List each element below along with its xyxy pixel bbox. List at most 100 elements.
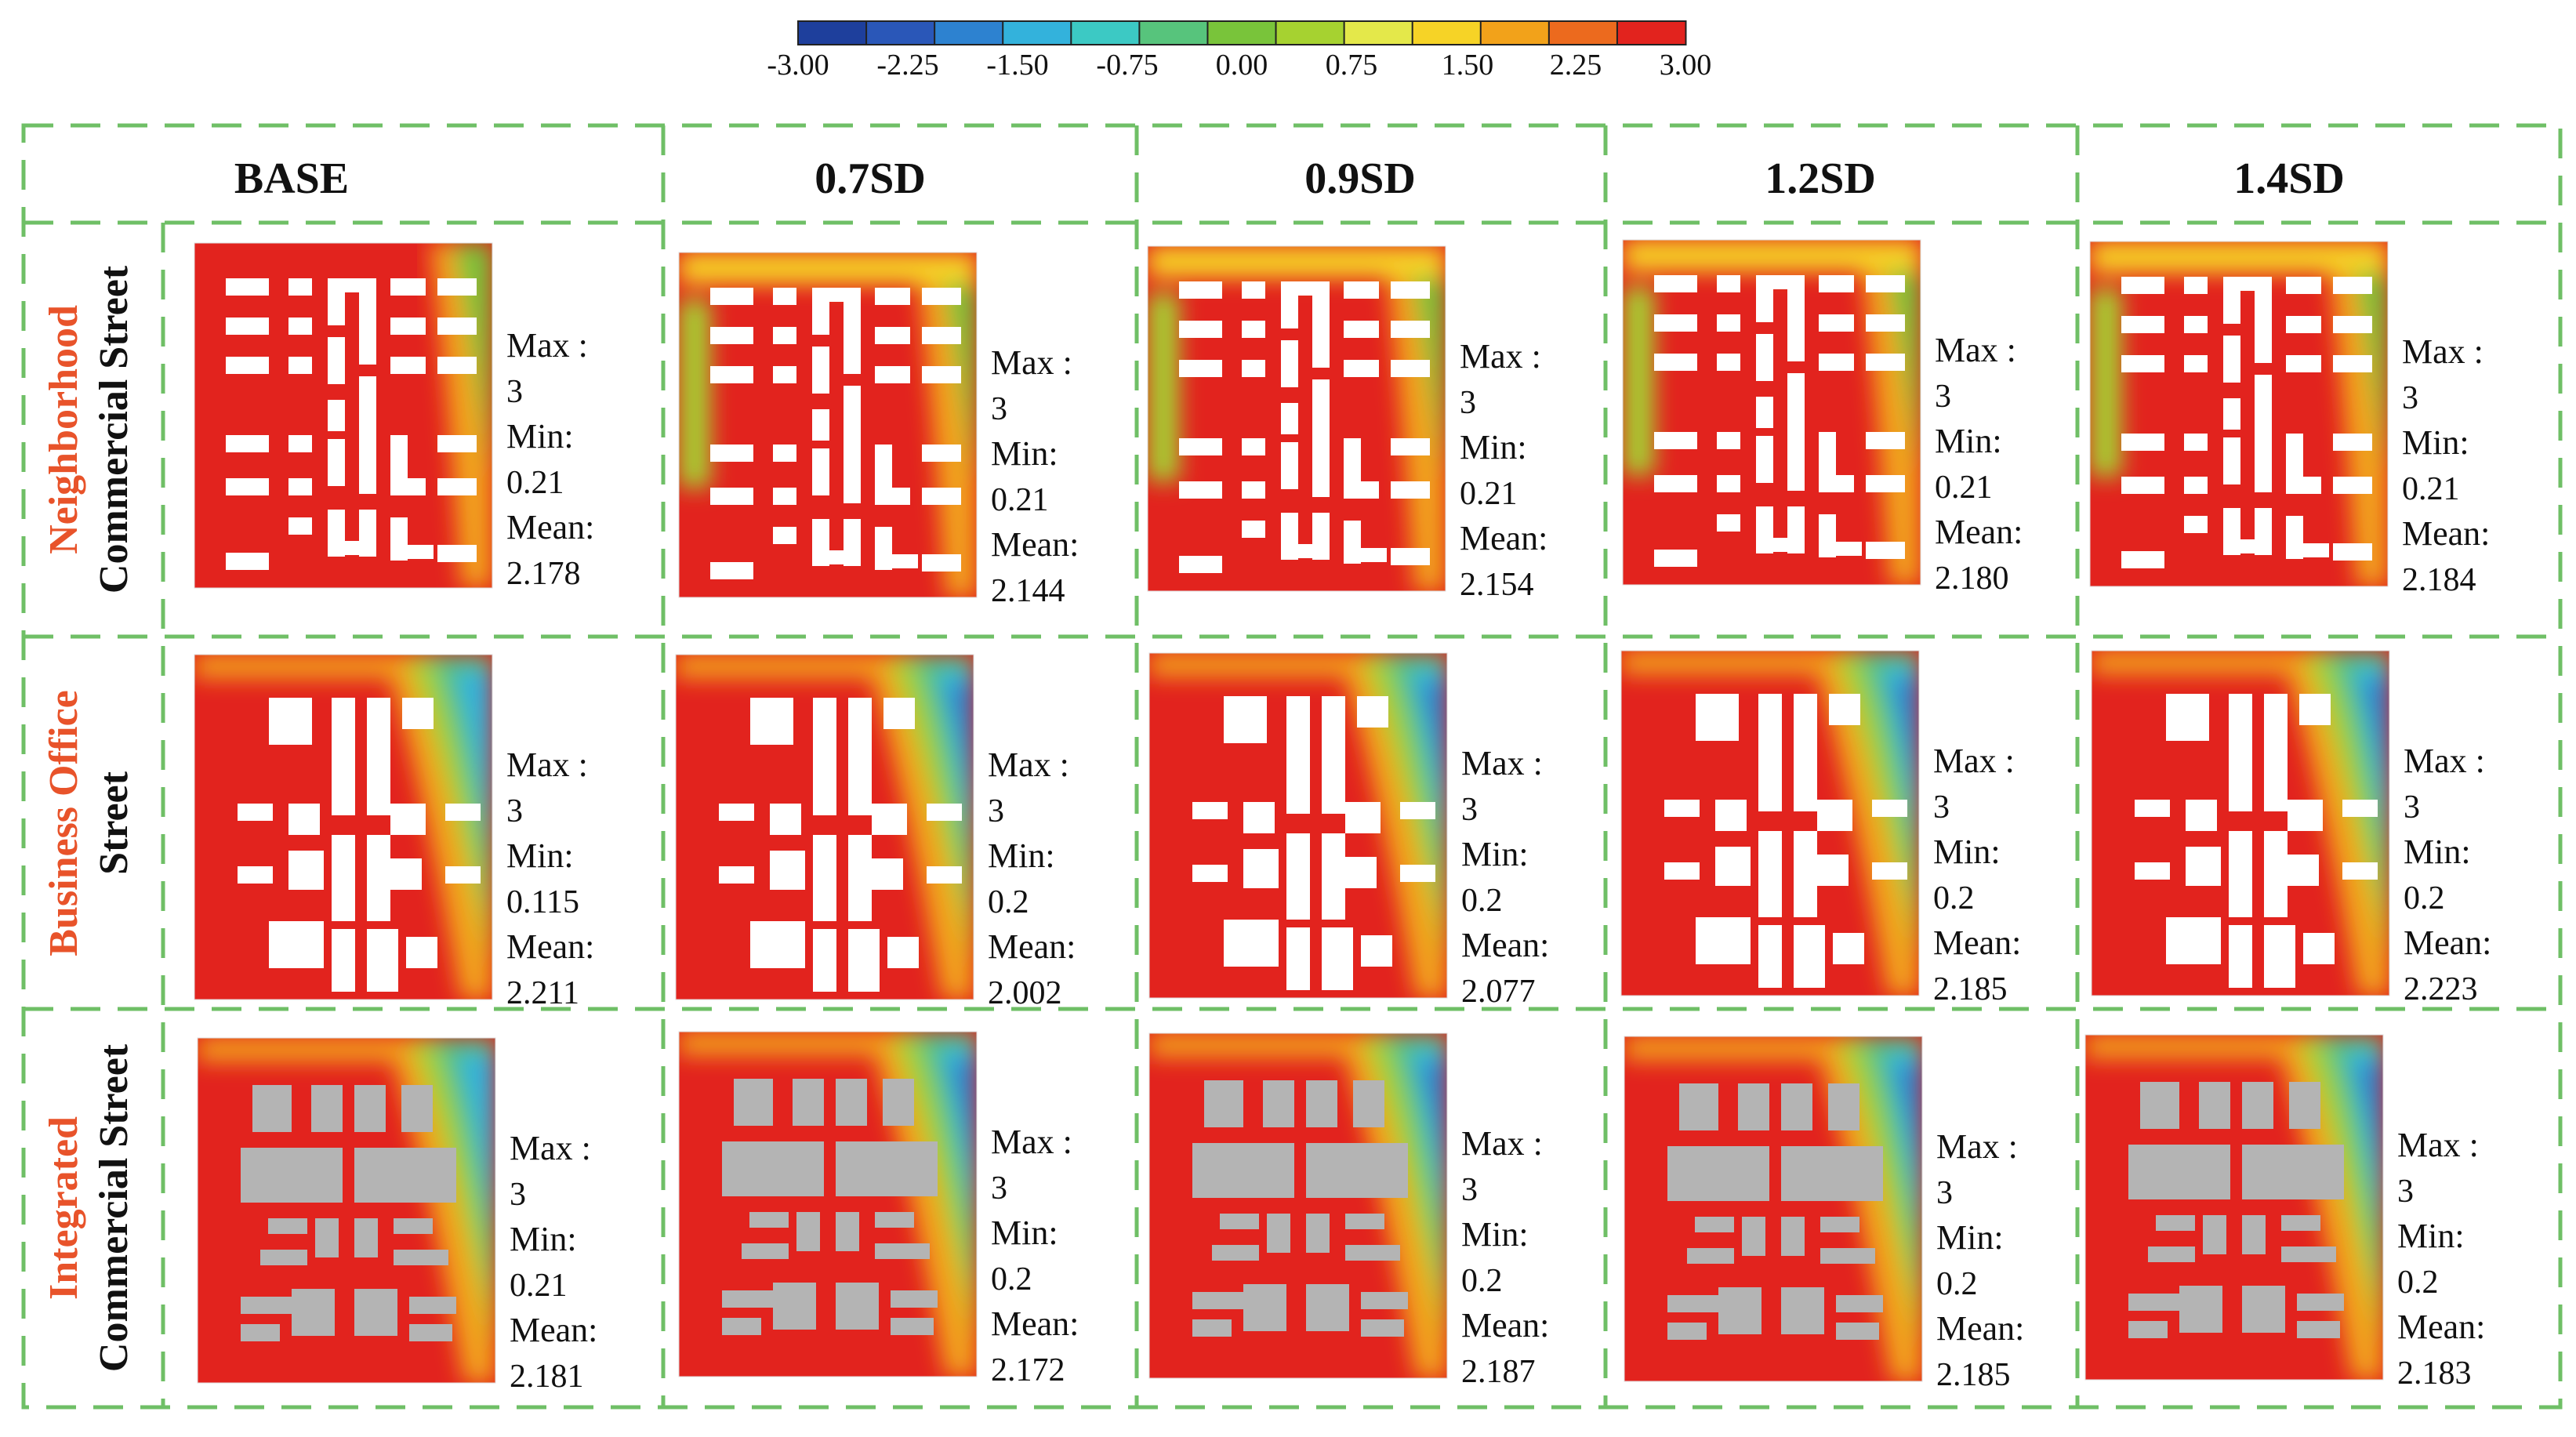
building-footprint <box>2286 277 2321 294</box>
building-footprint <box>812 409 829 441</box>
building-footprint <box>1872 862 1907 880</box>
building-footprint <box>2333 277 2372 294</box>
building-footprint <box>226 278 269 296</box>
stat-min-label: Min: <box>1936 1218 2004 1257</box>
colorbar-swatch <box>1138 20 1209 45</box>
building-footprint <box>875 288 910 305</box>
simulation-panel <box>1622 239 1921 586</box>
building-footprint <box>1819 475 1854 492</box>
stat-max-value: 3 <box>1461 792 1478 828</box>
building-footprint <box>1756 275 1787 289</box>
building-footprint <box>437 435 477 452</box>
building-footprint <box>390 357 426 374</box>
simulation-panel <box>2084 1034 2384 1381</box>
colorbar-tick-label: -2.25 <box>876 49 938 82</box>
building-footprint <box>2333 477 2372 494</box>
building-footprint <box>241 1324 280 1341</box>
building-footprint <box>891 1290 938 1308</box>
building-footprint <box>1696 694 1739 741</box>
building-footprint <box>1758 925 1782 988</box>
stat-max-value: 3 <box>2397 1174 2414 1210</box>
stat-max-value: 3 <box>1936 1175 1953 1211</box>
building-footprint <box>710 327 753 344</box>
building-footprint <box>1715 847 1751 886</box>
building-footprint <box>773 366 796 383</box>
building-footprint <box>1654 475 1697 492</box>
building-footprint <box>1794 925 1825 988</box>
colorbar-swatch <box>1411 20 1482 45</box>
building-footprint <box>292 1289 335 1336</box>
row-label-secondary: Street <box>92 771 136 875</box>
building-footprint <box>1306 1080 1337 1127</box>
building-footprint <box>872 858 903 890</box>
building-footprint <box>315 1218 339 1257</box>
building-footprint <box>1717 275 1740 292</box>
building-footprint <box>1654 354 1697 371</box>
building-footprint <box>812 448 829 495</box>
building-footprint <box>1344 281 1379 299</box>
building-footprint <box>2333 543 2372 561</box>
building-footprint <box>1179 481 1222 499</box>
building-footprint <box>1344 481 1379 499</box>
stat-mean-label: Mean: <box>2397 1308 2485 1346</box>
panel-grid <box>21 123 2563 1410</box>
building-footprint <box>1866 432 1905 449</box>
building-footprint <box>2281 1215 2320 1231</box>
building-footprint <box>1819 275 1854 292</box>
building-footprint <box>1391 360 1430 377</box>
building-footprint <box>1286 833 1310 920</box>
colorbar-swatch <box>1479 20 1551 45</box>
column-headers: BASE 0.7SD 0.9SD 1.2SD 1.4SD <box>234 154 2345 203</box>
stat-mean-value: 2.172 <box>991 1352 1065 1388</box>
stat-mean-value: 2.211 <box>506 975 579 1011</box>
building-footprint <box>1391 548 1430 565</box>
column-header-0.9sd: 0.9SD <box>1304 154 1416 203</box>
column-header-1.2sd: 1.2SD <box>1765 154 1876 203</box>
building-footprint <box>1756 397 1773 428</box>
building-footprint <box>836 1141 938 1196</box>
stat-mean-value: 2.181 <box>510 1359 584 1395</box>
colorbar-swatch <box>1002 20 1072 45</box>
building-footprint <box>1817 855 1849 886</box>
building-footprint <box>1391 321 1430 338</box>
building-footprint <box>2140 1082 2179 1129</box>
building-footprint <box>1758 694 1782 811</box>
building-footprint <box>1192 802 1228 819</box>
building-footprint <box>722 1318 761 1335</box>
building-footprint <box>409 1297 456 1314</box>
stat-mean-value: 2.187 <box>1461 1354 1536 1390</box>
building-footprint <box>922 288 961 305</box>
building-footprint <box>226 357 269 374</box>
building-footprint <box>1667 1146 1769 1201</box>
building-footprint <box>1787 275 1805 361</box>
building-footprint <box>773 488 796 505</box>
stat-mean-label: Mean: <box>991 1305 1079 1343</box>
building-footprint <box>390 318 426 335</box>
building-footprint <box>2128 1294 2179 1311</box>
building-footprint <box>288 357 312 374</box>
building-footprint <box>1781 1083 1812 1130</box>
building-footprint <box>367 835 390 921</box>
building-footprint <box>1781 1287 1824 1334</box>
building-footprint <box>367 929 398 992</box>
building-footprint <box>2184 277 2208 294</box>
building-footprint <box>268 1218 307 1234</box>
building-footprint <box>2199 1082 2230 1129</box>
building-footprint <box>226 318 269 335</box>
stat-max-value: 3 <box>510 1177 526 1213</box>
building-footprint <box>2242 1286 2285 1333</box>
building-footprint <box>1836 1323 1879 1340</box>
building-footprint <box>875 366 910 383</box>
building-footprint <box>409 1324 452 1341</box>
building-footprint <box>1717 354 1740 371</box>
building-footprint <box>773 288 796 305</box>
building-footprint <box>1312 513 1330 560</box>
simulation-panel <box>675 654 974 1000</box>
stat-min-value: 0.21 <box>1935 470 1993 506</box>
stat-min-value: 0.2 <box>2397 1265 2439 1301</box>
building-footprint <box>1192 1143 1294 1198</box>
building-footprint <box>1267 1214 1290 1253</box>
building-footprint <box>875 554 918 568</box>
building-footprint <box>1717 475 1740 492</box>
building-footprint <box>1695 1217 1734 1232</box>
